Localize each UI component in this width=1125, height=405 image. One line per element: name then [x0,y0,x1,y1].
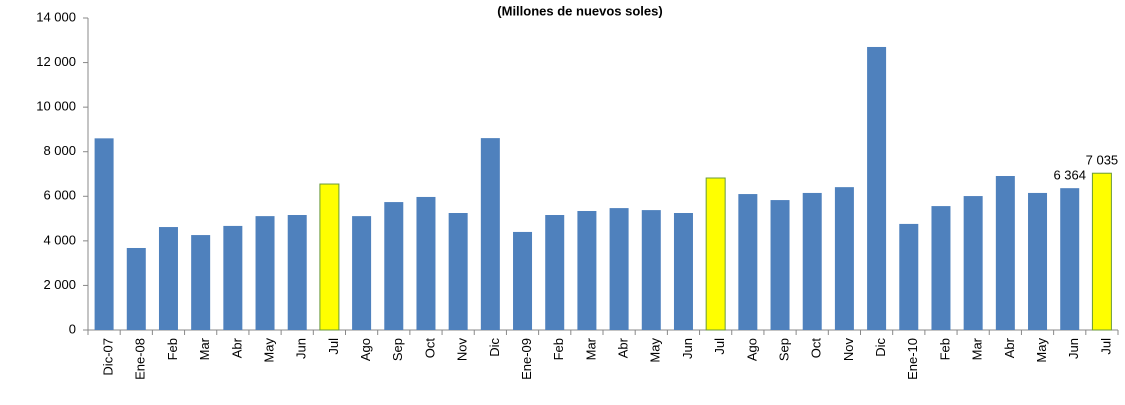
bar [352,216,372,330]
bar [223,225,243,330]
x-tick-label: Jun [1066,338,1081,359]
bar [384,202,404,330]
bar [191,235,211,330]
bar [577,210,597,330]
x-tick-label: Ago [358,338,373,361]
x-tick-label: May [261,338,276,363]
bar [899,223,919,330]
x-tick-label: Jul [326,338,341,355]
x-tick-label: Jul [1098,338,1113,355]
x-tick-label: Feb [937,338,952,360]
x-tick-label: Ago [744,338,759,361]
bar [609,208,629,330]
bar [770,200,790,330]
x-tick-label: Ene-08 [133,338,148,380]
x-tick-label: Dic-07 [101,338,116,376]
bar [963,196,983,330]
bar [1091,172,1112,331]
x-tick-label: Feb [165,338,180,360]
bar [158,227,178,330]
x-tick-label: Ene-10 [905,338,920,380]
x-tick-label: Mar [970,337,985,360]
bar [287,215,307,330]
bar [513,231,533,330]
bar [1028,192,1048,330]
x-tick-label: May [648,338,663,363]
x-tick-label: Dic [487,338,502,357]
x-tick-label: Mar [583,337,598,360]
bar [319,183,340,331]
x-tick-label: Jul [712,338,727,355]
x-tick-label: Oct [809,338,824,359]
bar [480,138,500,330]
bar [448,213,468,330]
y-tick-label: 2 000 [43,277,76,292]
x-tick-label: Jun [680,338,695,359]
bar [931,206,951,330]
y-tick-label: 6 000 [43,188,76,203]
bar [416,196,436,330]
y-tick-label: 14 000 [36,9,76,24]
x-tick-label: Abr [1002,337,1017,358]
bar [255,216,275,330]
y-tick-label: 0 [69,321,76,336]
bar [126,247,146,330]
x-tick-label: Dic [873,338,888,357]
x-tick-label: Nov [455,338,470,362]
x-tick-label: Jun [294,338,309,359]
bar [705,177,726,331]
x-tick-label: Sep [390,338,405,361]
bar [1060,188,1080,330]
bar [802,192,822,330]
y-tick-label: 10 000 [36,99,76,114]
x-tick-label: Abr [616,337,631,358]
chart-title: (Millones de nuevos soles) [497,3,662,18]
x-tick-label: Nov [841,338,856,362]
bar [738,194,758,330]
bar [545,215,565,330]
bar [834,187,854,330]
x-tick-label: May [1034,338,1049,363]
y-tick-label: 4 000 [43,232,76,247]
y-tick-label: 12 000 [36,54,76,69]
x-tick-label: Oct [422,338,437,359]
x-tick-label: Ene-09 [519,338,534,380]
bar [641,210,661,330]
y-tick-label: 8 000 [43,143,76,158]
x-tick-label: Feb [551,338,566,360]
bar [94,138,114,330]
value-label: 7 035 [1086,153,1119,168]
x-tick-label: Sep [776,338,791,361]
x-tick-label: Mar [197,337,212,360]
x-tick-label: Abr [229,337,244,358]
bar [673,213,693,330]
bar [867,46,887,330]
value-label: 6 364 [1053,168,1086,183]
bar [995,176,1015,330]
